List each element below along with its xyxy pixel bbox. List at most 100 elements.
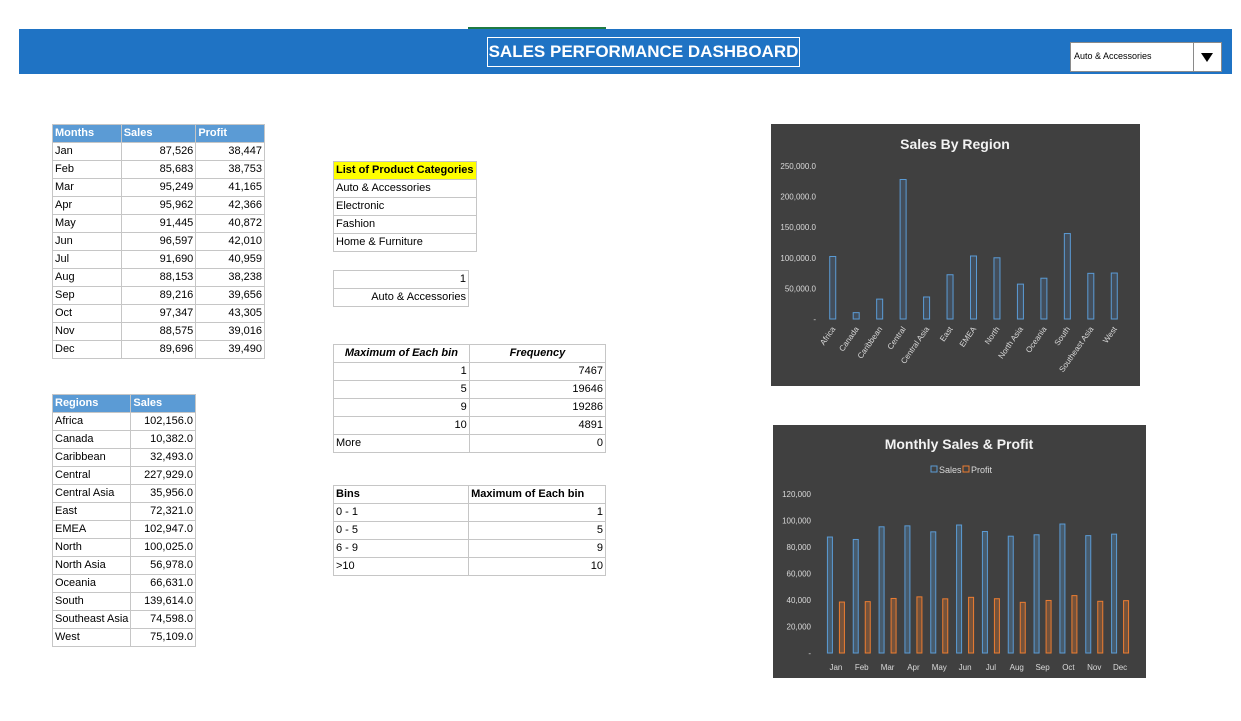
bar-east[interactable] [946,274,954,320]
bar-profit-oct[interactable] [1071,595,1078,654]
cell-bin[interactable]: 0 - 5 [332,521,470,540]
cell-bin[interactable]: >10 [332,557,470,576]
cell-profit[interactable]: 39,490 [195,340,265,359]
sales-by-region-chart[interactable]: Sales By Region 250,000.0 200,000.0 150,00… [771,124,1140,386]
bar-emea[interactable] [970,255,977,320]
bar-sales-mar[interactable] [878,526,885,654]
bar-africa[interactable] [829,255,837,320]
cell-sales[interactable]: 95,249 [120,178,197,197]
cell-bin-max[interactable]: 5 [468,521,606,540]
bar-sales-jan[interactable] [826,536,833,654]
cell-sales[interactable]: 97,347 [120,304,197,323]
cell-month[interactable]: Apr [52,196,122,215]
cell-month[interactable]: Jan [52,142,122,161]
cell-profit[interactable]: 39,656 [195,286,265,305]
cell-sales[interactable]: 139,614.0 [130,592,196,611]
cell-bin[interactable]: 0 - 1 [332,503,470,522]
cell-sales[interactable]: 95,962 [120,196,197,215]
bar-sales-jun[interactable] [956,524,963,654]
cell-profit[interactable]: 41,165 [195,178,265,197]
cell-sales[interactable]: 227,929.0 [130,466,196,485]
cell-sales[interactable]: 66,631.0 [130,574,196,593]
cell-frequency[interactable]: 7467 [468,362,607,381]
bar-sales-sep[interactable] [1033,534,1040,654]
column-header[interactable]: Profit [195,124,265,143]
cell-profit[interactable]: 38,238 [195,268,265,287]
bar-sales-dec[interactable] [1111,533,1118,654]
cell-sales[interactable]: 35,956.0 [130,484,196,503]
cell-bin-max[interactable]: 1 [468,503,606,522]
bar-sales-may[interactable] [930,531,937,654]
cell-sales[interactable]: 102,156.0 [130,412,196,431]
cell-profit[interactable]: 38,447 [195,142,265,161]
cell-frequency[interactable]: 4891 [468,416,607,435]
cell-month[interactable]: Nov [52,322,122,341]
bar-caribbean[interactable] [876,298,884,320]
cell-month[interactable]: Dec [52,340,122,359]
cell-bin-max[interactable]: 10 [333,416,470,435]
category-cell[interactable]: Fashion [333,215,477,234]
cell-profit[interactable]: 40,872 [195,214,265,233]
bar-profit-feb[interactable] [864,601,871,654]
column-header[interactable]: Maximum of Each bin [333,344,470,363]
category-cell[interactable]: Electronic [333,197,477,216]
cell-bin-max[interactable]: 10 [468,557,606,576]
cell-region[interactable]: South [51,592,132,611]
cell-month[interactable]: Sep [52,286,122,305]
bar-profit-may[interactable] [942,598,949,654]
column-header[interactable]: Sales [120,124,197,143]
cell-month[interactable]: Aug [52,268,122,287]
cell-sales[interactable]: 91,445 [120,214,197,233]
cell-sales[interactable]: 88,153 [120,268,197,287]
bar-profit-dec[interactable] [1123,600,1130,654]
bar-profit-sep[interactable] [1045,599,1052,654]
bar-west[interactable] [1110,272,1118,320]
cell-sales[interactable]: 91,690 [120,250,197,269]
cell-sales[interactable]: 75,109.0 [130,628,196,647]
categories-header[interactable]: List of Product Categories [333,161,477,180]
bar-central-asia[interactable] [923,296,931,320]
bar-sales-aug[interactable] [1007,535,1014,654]
cell-month[interactable]: Oct [52,304,122,323]
selected-index-cell[interactable]: 1 [333,270,469,289]
cell-sales[interactable]: 89,216 [120,286,197,305]
bar-southeast-asia[interactable] [1087,272,1095,320]
cell-region[interactable]: Oceania [51,574,132,593]
bar-north[interactable] [993,257,1001,320]
cell-month[interactable]: Jun [52,232,122,251]
bar-canada[interactable] [852,312,860,320]
cell-region[interactable]: Central [51,466,132,485]
cell-month[interactable]: Mar [52,178,122,197]
bar-profit-jul[interactable] [993,598,1000,654]
category-cell[interactable]: Auto & Accessories [333,179,477,198]
bar-profit-aug[interactable] [1019,601,1026,654]
bar-sales-feb[interactable] [852,538,859,654]
column-header[interactable]: Regions [51,394,132,413]
cell-profit[interactable]: 42,366 [195,196,265,215]
bar-profit-nov[interactable] [1097,600,1104,654]
selected-category-cell[interactable]: Auto & Accessories [333,288,469,307]
cell-sales[interactable]: 87,526 [120,142,197,161]
cell-region[interactable]: West [51,628,132,647]
bar-oceania[interactable] [1040,277,1048,320]
dropdown-toggle-button[interactable] [1193,43,1221,71]
cell-frequency[interactable]: 19646 [468,380,607,399]
bar-north-asia[interactable] [1016,283,1024,320]
cell-sales[interactable]: 74,598.0 [130,610,196,629]
bar-profit-jun[interactable] [968,596,975,654]
cell-sales[interactable]: 89,696 [120,340,197,359]
cell-bin-max[interactable]: 5 [333,380,470,399]
cell-bin-max[interactable]: 9 [333,398,470,417]
bar-sales-jul[interactable] [981,531,988,654]
bar-profit-mar[interactable] [890,597,897,654]
column-header[interactable]: Frequency [468,344,607,363]
cell-sales[interactable]: 72,321.0 [130,502,196,521]
cell-bin-max[interactable]: 1 [333,362,470,381]
column-header[interactable]: Sales [130,394,196,413]
column-header[interactable]: Months [52,124,122,143]
cell-sales[interactable]: 96,597 [120,232,197,251]
column-header[interactable]: Bins [332,485,470,504]
cell-frequency[interactable]: 0 [468,434,607,453]
cell-month[interactable]: Feb [52,160,122,179]
cell-month[interactable]: Jul [52,250,122,269]
